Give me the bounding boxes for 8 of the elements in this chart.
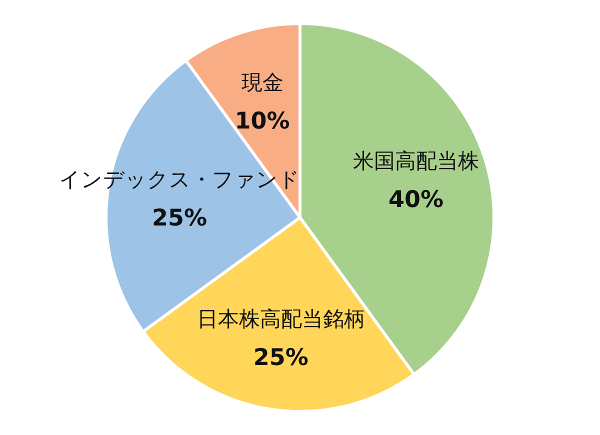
slice-label: 日本株高配当銘柄 [196, 307, 365, 331]
data-label: 25% [253, 345, 308, 371]
slice-label: インデックス・ファンド [59, 167, 300, 192]
slice-label: 米国高配当株 [353, 148, 480, 173]
data-label: 10% [234, 108, 290, 134]
data-label: 40% [388, 186, 444, 213]
data-label: 25% [152, 205, 208, 232]
slice-label: 現金 [241, 70, 284, 94]
